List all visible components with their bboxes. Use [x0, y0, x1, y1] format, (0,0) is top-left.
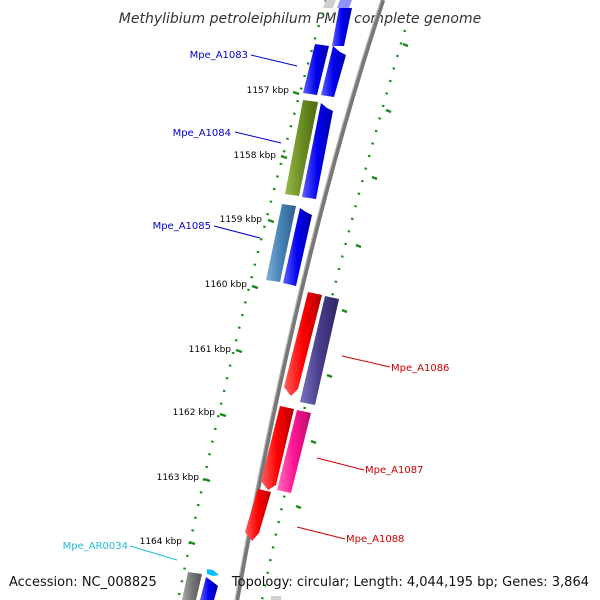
gene-labels: Mpe_A1083 Mpe_A1084 Mpe_A1085 Mpe_A1086 … [63, 50, 450, 552]
scale-label: 1164 kbp [140, 537, 183, 547]
genome-backbone-highlight [234, 0, 382, 600]
gene-feature[interactable] [323, 0, 336, 8]
scale-label: 1163 kbp [157, 473, 200, 483]
gene-feature[interactable] [321, 46, 346, 97]
gene-label-mpe-a1085[interactable]: Mpe_A1085 [153, 221, 211, 232]
gene-feature[interactable] [302, 103, 333, 199]
gene-feature[interactable] [284, 292, 322, 396]
scale-labels: 1157 kbp 1158 kbp 1159 kbp 1160 kbp 1161… [140, 86, 290, 547]
gene-feature[interactable] [271, 596, 281, 600]
scale-label: 1162 kbp [173, 408, 216, 418]
topology-text: Topology: circular; Length: 4,044,195 bp… [231, 575, 589, 590]
gene-feature[interactable] [285, 100, 318, 196]
gene-feature[interactable] [332, 8, 352, 46]
label-leaders [129, 54, 391, 561]
major-ticks-outer [295, 42, 409, 510]
page-title: Methylibium petroleiphilum PM1, complete… [119, 11, 481, 27]
gene-feature[interactable] [207, 569, 219, 576]
gene-feature[interactable] [261, 406, 294, 490]
scale-label: 1160 kbp [205, 280, 248, 290]
scale-label: 1158 kbp [234, 151, 277, 161]
gene-feature[interactable] [300, 296, 339, 405]
gene-feature[interactable] [182, 572, 202, 600]
gene-feature[interactable] [277, 410, 311, 493]
scale-label: 1157 kbp [247, 86, 290, 96]
gene-feature[interactable] [245, 489, 271, 541]
major-ticks-inner [188, 90, 300, 546]
gene-label-mpe-a1084[interactable]: Mpe_A1084 [173, 128, 231, 139]
gene-label-mpe-a1083[interactable]: Mpe_A1083 [190, 50, 248, 61]
gene-label-mpe-a1087[interactable]: Mpe_A1087 [365, 465, 423, 476]
gene-feature[interactable] [337, 0, 352, 8]
scale-label: 1161 kbp [189, 345, 232, 355]
gene-feature[interactable] [303, 44, 329, 95]
gene-label-mpe-ar0034[interactable]: Mpe_AR0034 [63, 541, 128, 552]
gene-label-mpe-a1086[interactable]: Mpe_A1086 [391, 363, 449, 374]
gene-feature[interactable] [266, 204, 296, 282]
scale-label: 1159 kbp [220, 215, 263, 225]
gene-features [182, 0, 352, 600]
gene-label-mpe-a1088[interactable]: Mpe_A1088 [346, 534, 404, 545]
accession-text: Accession: NC_008825 [9, 575, 157, 590]
outer-tick-track [260, 29, 407, 600]
gene-feature[interactable] [200, 577, 218, 600]
gene-feature[interactable] [283, 208, 312, 286]
